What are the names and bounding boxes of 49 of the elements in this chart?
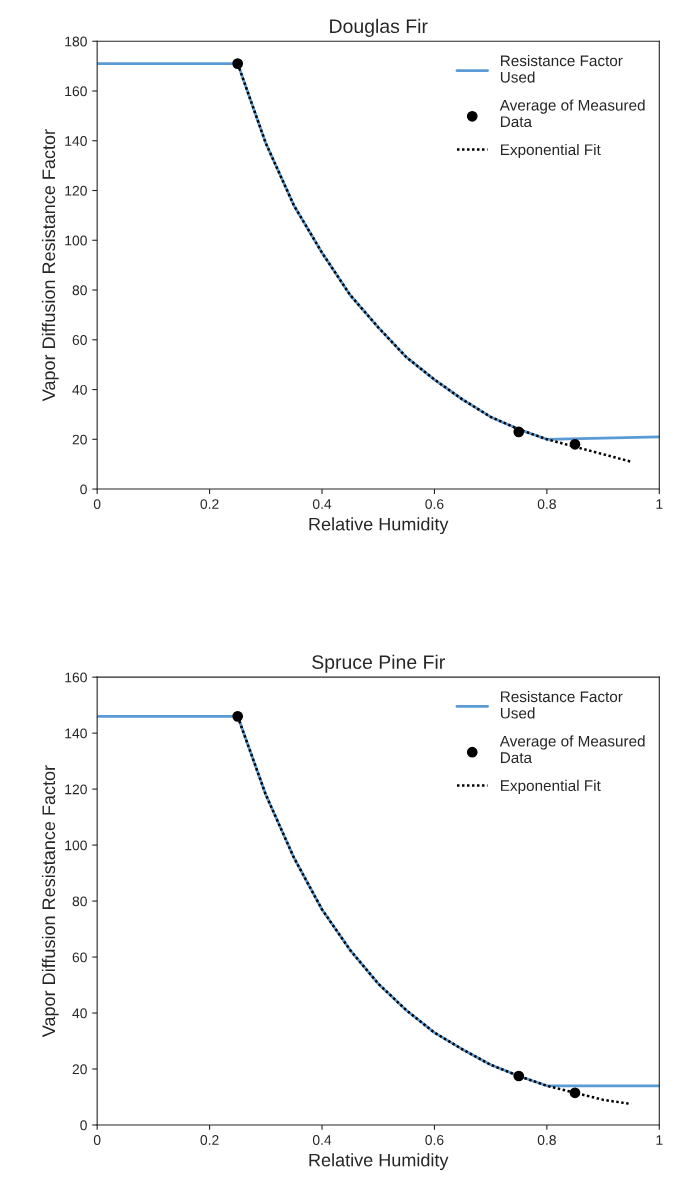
x-tick-label: 0.4 xyxy=(312,499,332,509)
y-tick-label: 80 xyxy=(72,896,87,907)
x-tick-label: 0.6 xyxy=(425,499,444,509)
x-tick-label: 1 xyxy=(656,1135,663,1145)
point xyxy=(232,58,244,69)
y-tick-label: 120 xyxy=(65,185,87,196)
y-tick-label: 100 xyxy=(65,235,87,246)
x-axis-title: Relative Humidity xyxy=(309,517,449,535)
x-tick-label: 0.2 xyxy=(200,1135,219,1145)
chart-title: Spruce Pine Fir xyxy=(312,654,445,673)
y-tick-label: 180 xyxy=(65,36,87,47)
x-tick-label: 1 xyxy=(656,499,663,509)
y-axis-title: Vapor Diffusion Resistance Factor xyxy=(41,765,59,1038)
y-tick-label: 120 xyxy=(65,784,87,795)
point xyxy=(569,1087,581,1099)
y-tick-label: 140 xyxy=(65,136,87,146)
chart-title: Douglas Fir xyxy=(330,18,428,37)
x-tick-label: 0.2 xyxy=(200,499,219,509)
y-tick-label: 160 xyxy=(65,672,87,683)
x-tick-label: 0.8 xyxy=(537,499,556,509)
x-tick-label: 0 xyxy=(93,499,101,509)
legend-label: Exponential Fit xyxy=(501,779,601,795)
y-tick-label: 40 xyxy=(72,1008,87,1019)
y-tick-label: 160 xyxy=(65,86,87,97)
y-tick-label: 80 xyxy=(72,285,87,296)
y-tick-label: 20 xyxy=(72,434,87,445)
legend-label: Resistance Factor Used xyxy=(500,690,623,719)
legend-label: Average of Measured Data xyxy=(499,99,645,128)
point xyxy=(569,438,581,450)
y-tick-label: 0 xyxy=(80,1120,87,1131)
x-tick-label: 0.8 xyxy=(537,1135,556,1145)
point xyxy=(232,710,244,722)
x-tick-label: 0 xyxy=(93,1135,101,1145)
point xyxy=(513,426,525,438)
y-tick-label: 140 xyxy=(65,728,87,739)
legend-label: Exponential Fit xyxy=(501,143,601,159)
y-tick-label: 0 xyxy=(80,484,87,495)
y-tick-label: 60 xyxy=(72,335,87,345)
y-tick-label: 40 xyxy=(72,384,87,395)
y-tick-label: 100 xyxy=(65,840,87,851)
x-tick-label: 0.6 xyxy=(425,1135,444,1145)
point xyxy=(513,1070,525,1082)
y-tick-label: 20 xyxy=(72,1064,87,1075)
legend-label: Average of Measured Data xyxy=(499,735,645,764)
x-axis-title: Relative Humidity xyxy=(309,1153,449,1171)
legend-label: Resistance Factor Used xyxy=(500,54,623,83)
y-axis-title: Vapor Diffusion Resistance Factor xyxy=(41,129,59,402)
y-tick-label: 60 xyxy=(72,952,87,963)
x-tick-label: 0.4 xyxy=(312,1135,332,1145)
